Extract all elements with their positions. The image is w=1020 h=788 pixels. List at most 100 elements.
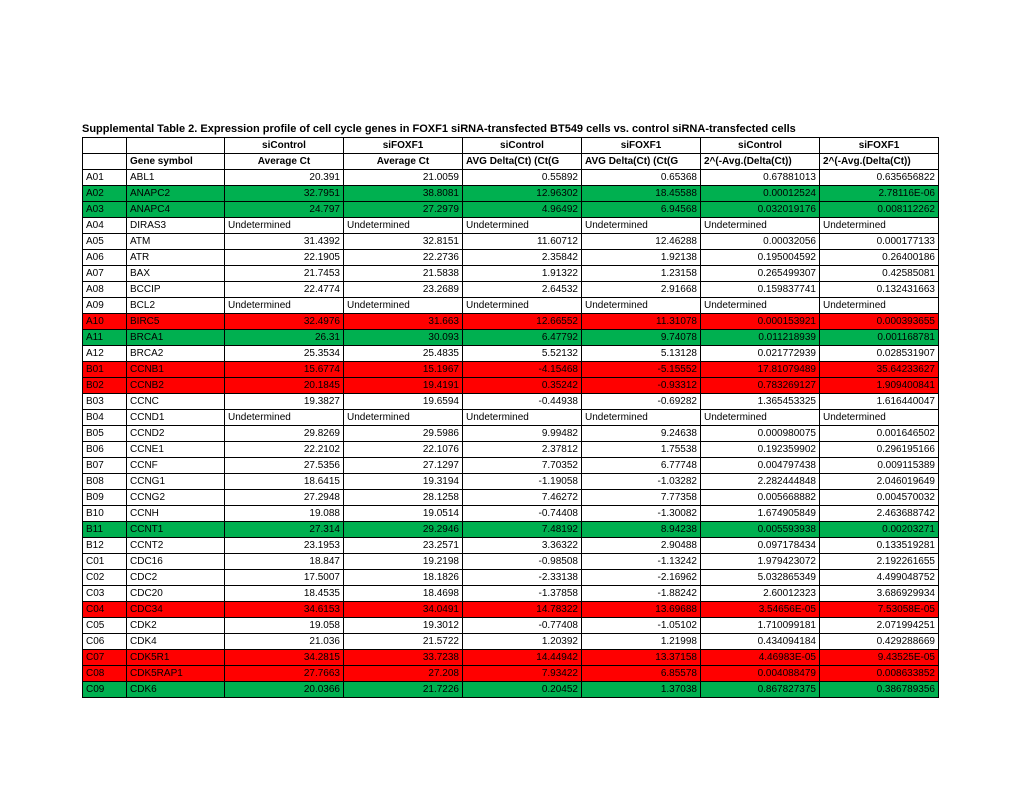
table-body: A01ABL120.39121.00590.558920.653680.6788… [83,170,939,698]
h2-1: Gene symbol [127,154,225,170]
cell: -4.15468 [463,362,582,378]
cell: 22.2102 [225,442,344,458]
cell: 19.3012 [344,618,463,634]
cell: CCNF [127,458,225,474]
cell: CCNB1 [127,362,225,378]
cell: 11.60712 [463,234,582,250]
cell: 22.1076 [344,442,463,458]
cell: ATR [127,250,225,266]
cell: 19.2198 [344,554,463,570]
cell: -0.69282 [582,394,701,410]
cell: 27.2979 [344,202,463,218]
cell: A12 [83,346,127,362]
cell: 1.91322 [463,266,582,282]
cell: B01 [83,362,127,378]
cell: 0.429288669 [820,634,939,650]
cell: 0.783269127 [701,378,820,394]
cell: A04 [83,218,127,234]
cell: C04 [83,602,127,618]
cell: 20.391 [225,170,344,186]
page: Supplemental Table 2. Expression profile… [0,0,1020,788]
cell: 34.6153 [225,602,344,618]
cell: A08 [83,282,127,298]
cell: CCNE1 [127,442,225,458]
cell: 0.434094184 [701,634,820,650]
cell: Undetermined [701,298,820,314]
cell: 0.265499307 [701,266,820,282]
cell: 0.028531907 [820,346,939,362]
cell: BIRC5 [127,314,225,330]
cell: Undetermined [701,410,820,426]
table-row: C01CDC1618.84719.2198-0.98508-1.132421.9… [83,554,939,570]
cell: 7.46272 [463,490,582,506]
cell: B06 [83,442,127,458]
cell: B08 [83,474,127,490]
cell: A05 [83,234,127,250]
cell: C01 [83,554,127,570]
cell: 0.097178434 [701,538,820,554]
cell: 7.48192 [463,522,582,538]
cell: CCNH [127,506,225,522]
cell: 2.046019649 [820,474,939,490]
cell: 0.004797438 [701,458,820,474]
cell: 18.1826 [344,570,463,586]
cell: C06 [83,634,127,650]
cell: 6.47792 [463,330,582,346]
table-row: C04CDC3434.615334.049114.7832213.696883.… [83,602,939,618]
cell: 2.64532 [463,282,582,298]
table-row: B12CCNT223.195323.25713.363222.904880.09… [83,538,939,554]
cell: 9.43525E-05 [820,650,939,666]
cell: CCNB2 [127,378,225,394]
table-row: B08CCNG118.641519.3194-1.19058-1.032822.… [83,474,939,490]
cell: B12 [83,538,127,554]
cell: CCNT1 [127,522,225,538]
cell: 0.635656822 [820,170,939,186]
cell: 19.058 [225,618,344,634]
table-row: A12BRCA225.353425.48355.521325.131280.02… [83,346,939,362]
table-row: A04DIRAS3UndeterminedUndeterminedUndeter… [83,218,939,234]
cell: CDK2 [127,618,225,634]
cell: 0.65368 [582,170,701,186]
cell: 26.31 [225,330,344,346]
cell: 0.000153921 [701,314,820,330]
cell: 32.7951 [225,186,344,202]
cell: 2.35842 [463,250,582,266]
cell: CDC2 [127,570,225,586]
table-row: B02CCNB220.184519.41910.35242-0.933120.7… [83,378,939,394]
cell: 18.6415 [225,474,344,490]
cell: 1.909400841 [820,378,939,394]
cell: Undetermined [463,410,582,426]
cell: 14.44942 [463,650,582,666]
cell: 0.55892 [463,170,582,186]
cell: 5.52132 [463,346,582,362]
cell: 1.21998 [582,634,701,650]
cell: 19.088 [225,506,344,522]
table-row: B04CCND1UndeterminedUndeterminedUndeterm… [83,410,939,426]
cell: 4.46983E-05 [701,650,820,666]
cell: 0.67881013 [701,170,820,186]
cell: CDC34 [127,602,225,618]
table-row: C05CDK219.05819.3012-0.77408-1.051021.71… [83,618,939,634]
cell: 1.20392 [463,634,582,650]
cell: CDK5RAP1 [127,666,225,682]
cell: B05 [83,426,127,442]
cell: B07 [83,458,127,474]
table-row: B06CCNE122.210222.10762.378121.755380.19… [83,442,939,458]
cell: 20.1845 [225,378,344,394]
cell: C07 [83,650,127,666]
cell: 1.979423072 [701,554,820,570]
cell: 1.23158 [582,266,701,282]
cell: -1.05102 [582,618,701,634]
cell: 21.5722 [344,634,463,650]
cell: 0.192359902 [701,442,820,458]
cell: ANAPC4 [127,202,225,218]
cell: -1.37858 [463,586,582,602]
cell: CDK4 [127,634,225,650]
cell: Undetermined [701,218,820,234]
cell: BCL2 [127,298,225,314]
cell: 27.208 [344,666,463,682]
cell: -1.19058 [463,474,582,490]
cell: 17.81079489 [701,362,820,378]
cell: 21.5838 [344,266,463,282]
table-row: A11BRCA126.3130.0936.477929.740780.01121… [83,330,939,346]
